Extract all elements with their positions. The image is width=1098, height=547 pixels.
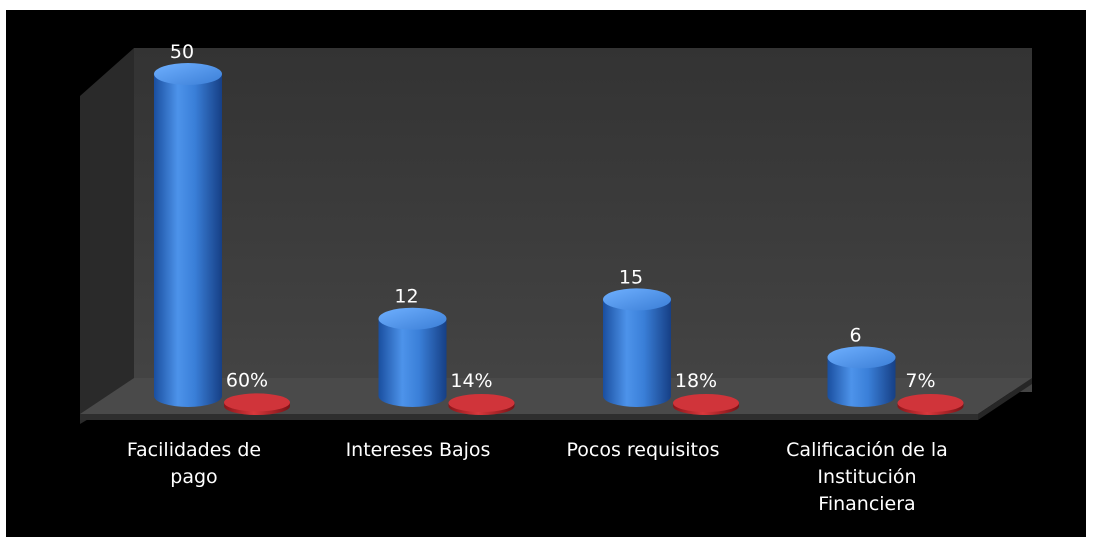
bar-series1-top-3 bbox=[827, 346, 896, 369]
data-label-series1-3: 6 bbox=[849, 324, 861, 346]
category-label-line: pago bbox=[170, 466, 218, 488]
bar-series1-3 bbox=[827, 357, 896, 408]
category-label-line: Institución bbox=[817, 466, 917, 488]
bar-series2-top-0 bbox=[224, 393, 290, 412]
bar-series1-1 bbox=[378, 318, 447, 408]
bar-series1-0 bbox=[154, 74, 222, 407]
chart-svg: 50 60% 12 14% 15 18% 6 7% bbox=[80, 41, 1032, 424]
chart-floor bbox=[80, 378, 1032, 414]
bar-series1-2 bbox=[603, 299, 671, 407]
category-label-line: Calificación de la bbox=[786, 439, 948, 461]
category-label-line: Intereses Bajos bbox=[345, 439, 491, 461]
data-label-series2-2: 18% bbox=[675, 370, 717, 392]
category-label-3: Calificación de la Institución Financier… bbox=[767, 437, 967, 518]
bar-series2-top-2 bbox=[673, 394, 739, 412]
data-label-series1-2: 15 bbox=[619, 266, 643, 288]
chart-floor-edge bbox=[80, 414, 978, 420]
bar-series2-top-1 bbox=[448, 394, 515, 412]
bar-series2-top-3 bbox=[897, 394, 964, 412]
chart-back-wall bbox=[134, 48, 1032, 392]
data-label-series1-1: 12 bbox=[394, 286, 418, 308]
data-label-series2-3: 7% bbox=[905, 370, 935, 392]
chart-floor-side bbox=[978, 378, 1032, 420]
bar-series1-top-1 bbox=[378, 307, 447, 330]
category-label-2: Pocos requisitos bbox=[543, 437, 743, 464]
category-label-line: Pocos requisitos bbox=[566, 439, 720, 461]
bar-series1-top-2 bbox=[603, 288, 671, 311]
chart-side-wall bbox=[80, 48, 134, 424]
category-label-line: Facilidades de bbox=[126, 439, 262, 461]
chart-area: 50 60% 12 14% 15 18% 6 7% Facilidades de pago I… bbox=[6, 10, 1086, 537]
category-label-1: Intereses Bajos bbox=[318, 437, 518, 464]
category-label-line: Financiera bbox=[818, 493, 916, 515]
category-label-0: Facilidades de pago bbox=[94, 437, 294, 491]
data-label-series2-1: 14% bbox=[450, 370, 492, 392]
data-label-series2-0: 60% bbox=[226, 369, 268, 391]
data-label-series1-0: 50 bbox=[170, 41, 194, 63]
bar-series1-top-0 bbox=[154, 63, 222, 85]
